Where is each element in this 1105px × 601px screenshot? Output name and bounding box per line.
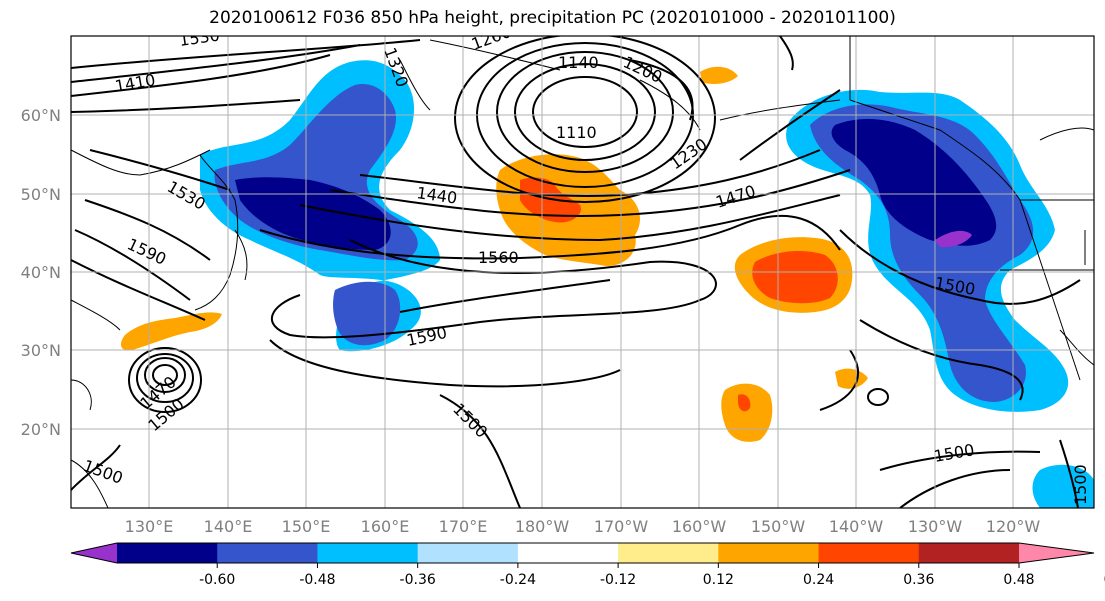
lon-label: 170°W bbox=[594, 517, 649, 536]
colorbar-segment bbox=[117, 543, 218, 563]
lon-label: 130°E bbox=[125, 517, 174, 536]
lon-label: 130°W bbox=[908, 517, 963, 536]
coastlines bbox=[71, 36, 1094, 508]
contour-label: 1110 bbox=[556, 123, 597, 142]
colorbar-tick-label: 0.24 bbox=[803, 572, 834, 588]
map-title: 2020100612 F036 850 hPa height, precipit… bbox=[209, 8, 896, 28]
colorbar-tick-label: 0.36 bbox=[903, 572, 934, 588]
colorbar-tick-label: -0.60 bbox=[199, 572, 235, 588]
colorbar-outline bbox=[70, 542, 1095, 564]
positive-precip-shading bbox=[120, 66, 868, 442]
colorbar-tick-label: -0.48 bbox=[299, 572, 335, 588]
colorbar-tick-label: -0.12 bbox=[600, 572, 636, 588]
map-frame bbox=[70, 35, 1095, 509]
height-contours bbox=[71, 36, 1081, 508]
colorbar-tick-label: -0.24 bbox=[500, 572, 536, 588]
lon-label: 160°W bbox=[672, 517, 727, 536]
colorbar-extend-high bbox=[1019, 543, 1094, 563]
lat-label: 40°N bbox=[21, 263, 61, 282]
colorbar-tick-label: -0.36 bbox=[400, 572, 436, 588]
colorbar-extend-low bbox=[71, 543, 117, 563]
lon-label: 150°W bbox=[751, 517, 806, 536]
contour-label: 1140 bbox=[558, 53, 599, 72]
colorbar-segments bbox=[71, 543, 1094, 563]
lon-label: 160°E bbox=[361, 517, 410, 536]
colorbar-ticks: -0.60 -0.48 -0.36 -0.24 -0.12 0.12 0.24 0.36 0.4… bbox=[199, 563, 1105, 588]
colorbar-tick-label: 0.60 bbox=[1104, 572, 1105, 588]
lat-label: 60°N bbox=[21, 106, 61, 125]
colorbar-segment bbox=[417, 543, 519, 563]
lon-label: 180°W bbox=[515, 517, 570, 536]
negative-precip-shading bbox=[200, 60, 1094, 508]
colorbar-segment bbox=[217, 543, 318, 563]
colorbar: -0.60 -0.48 -0.36 -0.24 -0.12 0.12 0.24 0.36 0.4… bbox=[70, 542, 1105, 588]
longitude-labels: 130°E 140°E 150°E 160°E 170°E 180°W 170°… bbox=[125, 517, 1041, 536]
lat-label: 20°N bbox=[21, 420, 61, 439]
latitude-labels: 60°N 50°N 40°N 30°N 20°N bbox=[21, 106, 61, 439]
contour-label: 1500 bbox=[1071, 464, 1090, 505]
lat-label: 30°N bbox=[21, 341, 61, 360]
colorbar-tick-label: 0.12 bbox=[703, 572, 734, 588]
colorbar-segment bbox=[618, 543, 719, 563]
lon-label: 170°E bbox=[439, 517, 488, 536]
lon-label: 150°E bbox=[282, 517, 331, 536]
contour-label: 1560 bbox=[478, 248, 519, 267]
graticule bbox=[71, 36, 1094, 508]
colorbar-segment bbox=[718, 543, 820, 563]
colorbar-segment bbox=[918, 543, 1020, 563]
colorbar-segment bbox=[317, 543, 419, 563]
lon-label: 140°E bbox=[204, 517, 253, 536]
colorbar-segment bbox=[517, 543, 619, 563]
lon-label: 140°W bbox=[829, 517, 884, 536]
lon-label: 120°W bbox=[986, 517, 1041, 536]
colorbar-segment bbox=[818, 543, 920, 563]
lat-label: 50°N bbox=[21, 185, 61, 204]
colorbar-tick-label: 0.48 bbox=[1003, 572, 1034, 588]
